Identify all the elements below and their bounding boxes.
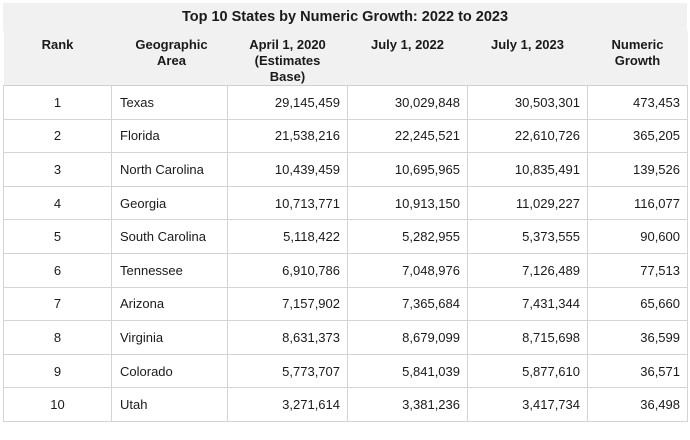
table-row: 5 South Carolina 5,118,422 5,282,955 5,373,5… (3, 219, 688, 254)
header-rank: Rank (3, 31, 112, 86)
cell-geographic-area: Arizona (111, 286, 228, 321)
cell-rank: 6 (3, 252, 112, 288)
cell-july-2022: 3,381,236 (347, 387, 468, 422)
cell-geographic-area: Utah (111, 387, 228, 422)
cell-july-2022: 8,679,099 (347, 320, 468, 355)
table-title: Top 10 States by Numeric Growth: 2022 to… (3, 3, 687, 31)
cell-rank: 1 (3, 85, 112, 120)
table-row: 6 Tennessee 6,910,786 7,048,976 7,126,489 77,… (3, 252, 688, 288)
cell-july-2023: 10,835,491 (467, 152, 588, 187)
cell-numeric-growth: 116,077 (587, 185, 688, 220)
header-apr-line3: Base) (269, 69, 306, 84)
cell-rank: 5 (3, 219, 112, 254)
cell-april-2020: 21,538,216 (227, 118, 348, 153)
cell-july-2023: 22,610,726 (467, 118, 588, 153)
cell-april-2020: 3,271,614 (227, 387, 348, 422)
cell-rank: 3 (3, 152, 112, 187)
cell-rank: 2 (3, 118, 112, 153)
cell-april-2020: 29,145,459 (227, 85, 348, 120)
cell-rank: 7 (3, 286, 112, 321)
cell-july-2023: 30,503,301 (467, 85, 588, 120)
cell-april-2020: 5,118,422 (227, 219, 348, 254)
cell-numeric-growth: 139,526 (587, 152, 688, 187)
cell-july-2022: 22,245,521 (347, 118, 468, 153)
table-row: 7 Arizona 7,157,902 7,365,684 7,431,344 65,66… (3, 286, 688, 321)
header-numeric-growth: Numeric Growth (587, 31, 688, 86)
table-row: 3 North Carolina 10,439,459 10,695,965 10,83… (3, 152, 688, 187)
header-area-line1: Geographic (135, 37, 208, 52)
cell-july-2023: 3,417,734 (467, 387, 588, 422)
cell-numeric-growth: 90,600 (587, 219, 688, 254)
cell-july-2022: 30,029,848 (347, 85, 468, 120)
cell-july-2022: 10,695,965 (347, 152, 468, 187)
header-geographic-area: Geographic Area (111, 31, 228, 86)
header-row: Rank Geographic Area April 1, 2020 (Esti… (3, 31, 688, 86)
cell-july-2022: 7,048,976 (347, 252, 468, 288)
table-row: 9 Colorado 5,773,707 5,841,039 5,877,610 36,5… (3, 353, 688, 388)
cell-rank: 8 (3, 320, 112, 355)
cell-july-2022: 7,365,684 (347, 286, 468, 321)
header-july-2022: July 1, 2022 (347, 31, 468, 86)
cell-april-2020: 10,439,459 (227, 152, 348, 187)
table-row: 2 Florida 21,538,216 22,245,521 22,610,726 36… (3, 118, 688, 153)
header-apr-line1: April 1, 2020 (249, 37, 326, 52)
header-july-2023: July 1, 2023 (467, 31, 588, 86)
cell-numeric-growth: 36,571 (587, 353, 688, 388)
cell-geographic-area: South Carolina (111, 219, 228, 254)
cell-april-2020: 10,713,771 (227, 185, 348, 220)
header-growth-label: Numeric Growth (611, 37, 664, 68)
cell-rank: 10 (3, 387, 112, 422)
cell-rank: 9 (3, 353, 112, 388)
cell-geographic-area: North Carolina (111, 152, 228, 187)
cell-geographic-area: Texas (111, 85, 228, 120)
table-body: 1 Texas 29,145,459 30,029,848 30,503,301 473,… (3, 85, 688, 422)
header-apr-line2: (Estimates (254, 53, 321, 68)
table-row: 4 Georgia 10,713,771 10,913,150 11,029,227 11… (3, 185, 688, 220)
growth-table: Rank Geographic Area April 1, 2020 (Esti… (3, 31, 688, 422)
cell-july-2023: 5,877,610 (467, 353, 588, 388)
cell-rank: 4 (3, 185, 112, 220)
cell-numeric-growth: 77,513 (587, 252, 688, 288)
table-header: Rank Geographic Area April 1, 2020 (Esti… (3, 31, 688, 86)
cell-july-2023: 7,126,489 (467, 252, 588, 288)
header-rank-label: Rank (41, 37, 74, 52)
table-row: 10 Utah 3,271,614 3,381,236 3,417,734 36,498 (3, 387, 688, 422)
cell-numeric-growth: 65,660 (587, 286, 688, 321)
cell-july-2022: 10,913,150 (347, 185, 468, 220)
header-april-2020: April 1, 2020 (Estimates Base) (227, 31, 348, 86)
cell-april-2020: 5,773,707 (227, 353, 348, 388)
cell-numeric-growth: 36,498 (587, 387, 688, 422)
cell-july-2023: 11,029,227 (467, 185, 588, 220)
cell-april-2020: 6,910,786 (227, 252, 348, 288)
cell-july-2023: 7,431,344 (467, 286, 588, 321)
cell-geographic-area: Colorado (111, 353, 228, 388)
cell-july-2023: 8,715,698 (467, 320, 588, 355)
cell-numeric-growth: 473,453 (587, 85, 688, 120)
cell-geographic-area: Florida (111, 118, 228, 153)
header-area-line2: Area (157, 53, 186, 68)
cell-geographic-area: Virginia (111, 320, 228, 355)
cell-numeric-growth: 36,599 (587, 320, 688, 355)
cell-geographic-area: Tennessee (111, 252, 228, 288)
cell-july-2023: 5,373,555 (467, 219, 588, 254)
cell-april-2020: 8,631,373 (227, 320, 348, 355)
header-jul2022-label: July 1, 2022 (371, 37, 444, 52)
table-row: 8 Virginia 8,631,373 8,679,099 8,715,698 36,5… (3, 320, 688, 355)
cell-april-2020: 7,157,902 (227, 286, 348, 321)
cell-july-2022: 5,841,039 (347, 353, 468, 388)
header-jul2023-label: July 1, 2023 (491, 37, 564, 52)
table-row: 1 Texas 29,145,459 30,029,848 30,503,301 473,… (3, 85, 688, 120)
cell-geographic-area: Georgia (111, 185, 228, 220)
cell-numeric-growth: 365,205 (587, 118, 688, 153)
cell-july-2022: 5,282,955 (347, 219, 468, 254)
